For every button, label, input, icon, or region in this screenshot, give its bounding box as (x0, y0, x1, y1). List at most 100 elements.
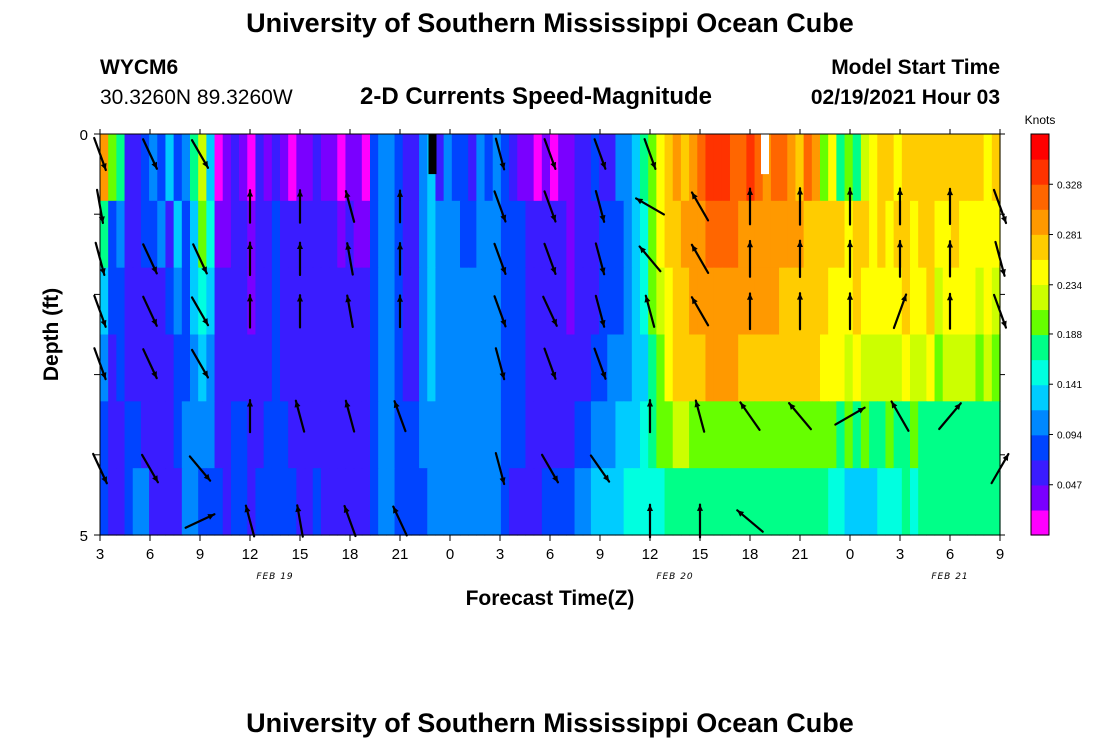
heatmap-cell (852, 134, 862, 202)
heatmap-cell (247, 200, 257, 269)
heatmap-cell (517, 334, 527, 402)
heatmap-cell (165, 468, 175, 536)
heatmap-cell (680, 468, 690, 536)
current-arrow (142, 295, 158, 327)
arrow-head (603, 474, 610, 482)
heatmap-cell (190, 134, 199, 202)
arrow-head (202, 370, 208, 378)
heatmap-cell (844, 134, 854, 202)
heatmap-cell (173, 401, 183, 469)
heatmap-cell (304, 200, 314, 269)
heatmap-cell (975, 334, 985, 402)
heatmap-cell (713, 468, 723, 536)
heatmap-cell (100, 401, 109, 469)
x-tick-label: 18 (342, 546, 359, 563)
heatmap-cell (525, 267, 535, 336)
heatmap-cell (590, 401, 600, 469)
arrow-head (600, 161, 607, 169)
heatmap-cell (165, 134, 175, 202)
heatmap-cell (230, 267, 240, 336)
colorbar-segment (1031, 159, 1049, 185)
heatmap-cell (869, 134, 878, 202)
heatmap-cell (517, 134, 527, 202)
x-tick-label: 3 (896, 546, 904, 563)
arrow-head (151, 371, 157, 379)
heatmap-cell (746, 401, 756, 469)
arrow-head (746, 293, 754, 300)
heatmap-cell (255, 401, 265, 469)
current-arrow (344, 189, 356, 223)
current-arrow (184, 513, 216, 529)
arrow-head (1000, 320, 1007, 328)
heatmap-cell (533, 267, 543, 336)
heatmap-cell (468, 134, 477, 202)
heatmap-cell (550, 200, 559, 269)
heatmap-cell (820, 401, 829, 469)
heatmap-cell (738, 134, 747, 202)
current-arrow (543, 190, 557, 223)
heatmap-cell (337, 334, 347, 402)
heatmap-cell (427, 334, 437, 402)
heatmap-cell (697, 334, 707, 402)
heatmap-cell (787, 334, 797, 402)
heatmap-cell (689, 200, 698, 269)
current-arrow (190, 348, 210, 379)
heatmap-cell (762, 401, 772, 469)
colorbar-tick-label: 0.047 (1057, 481, 1082, 492)
heatmap-cells (100, 134, 1001, 536)
current-arrow (594, 189, 606, 223)
heatmap-cell (787, 401, 797, 469)
heatmap-cell (230, 200, 240, 269)
heatmap-cell (959, 468, 968, 536)
heatmap-cell (435, 401, 445, 469)
heatmap-cell (124, 134, 134, 202)
heatmap-cell (190, 200, 199, 269)
heatmap-cell (533, 468, 543, 536)
heatmap-cell (852, 334, 862, 402)
heatmap-cell (320, 134, 330, 202)
arrow-head (891, 401, 898, 409)
heatmap-cell (386, 468, 396, 536)
arrow-head (500, 266, 507, 274)
heatmap-cell (950, 468, 960, 536)
heatmap-cell (615, 134, 625, 202)
heatmap-cell (918, 334, 927, 402)
heatmap-cell (394, 334, 404, 402)
arrow-head (246, 295, 254, 302)
heatmap-cell (386, 334, 396, 402)
date-label: FEB 20 (656, 572, 693, 582)
heatmap-cell (304, 468, 314, 536)
arrow-head (901, 294, 907, 302)
heatmap-cell (648, 267, 657, 336)
heatmap-cell (329, 401, 338, 469)
heatmap-cell (214, 267, 224, 336)
heatmap-cell (918, 134, 927, 202)
arrow-head (646, 400, 654, 407)
heatmap-cell (566, 334, 576, 402)
heatmap-cell (402, 334, 412, 402)
heatmap-cell (263, 200, 273, 269)
heatmap-cell (132, 200, 142, 269)
heatmap-cell (345, 134, 355, 202)
current-arrow (589, 454, 611, 483)
heatmap-cell (918, 267, 927, 336)
arrow-head (896, 240, 904, 248)
current-arrow (834, 406, 866, 426)
heatmap-cell (525, 200, 535, 269)
x-tick-label: 3 (96, 546, 104, 563)
heatmap-cell (803, 134, 813, 202)
heatmap-cell (942, 267, 952, 336)
arrow-head (550, 214, 557, 222)
x-tick-label: 0 (846, 546, 854, 563)
heatmap-cell (607, 200, 617, 269)
colorbar-segment (1031, 259, 1049, 285)
heatmap-cell (271, 334, 281, 402)
heatmap-cell (435, 468, 445, 536)
arrow-head (789, 403, 796, 410)
heatmap-cell (255, 200, 265, 269)
heatmap-cell (222, 134, 232, 202)
heatmap-cell (860, 134, 870, 202)
heatmap-cell (885, 468, 895, 536)
heatmap-cell (108, 401, 117, 469)
heatmap-cell (901, 401, 911, 469)
